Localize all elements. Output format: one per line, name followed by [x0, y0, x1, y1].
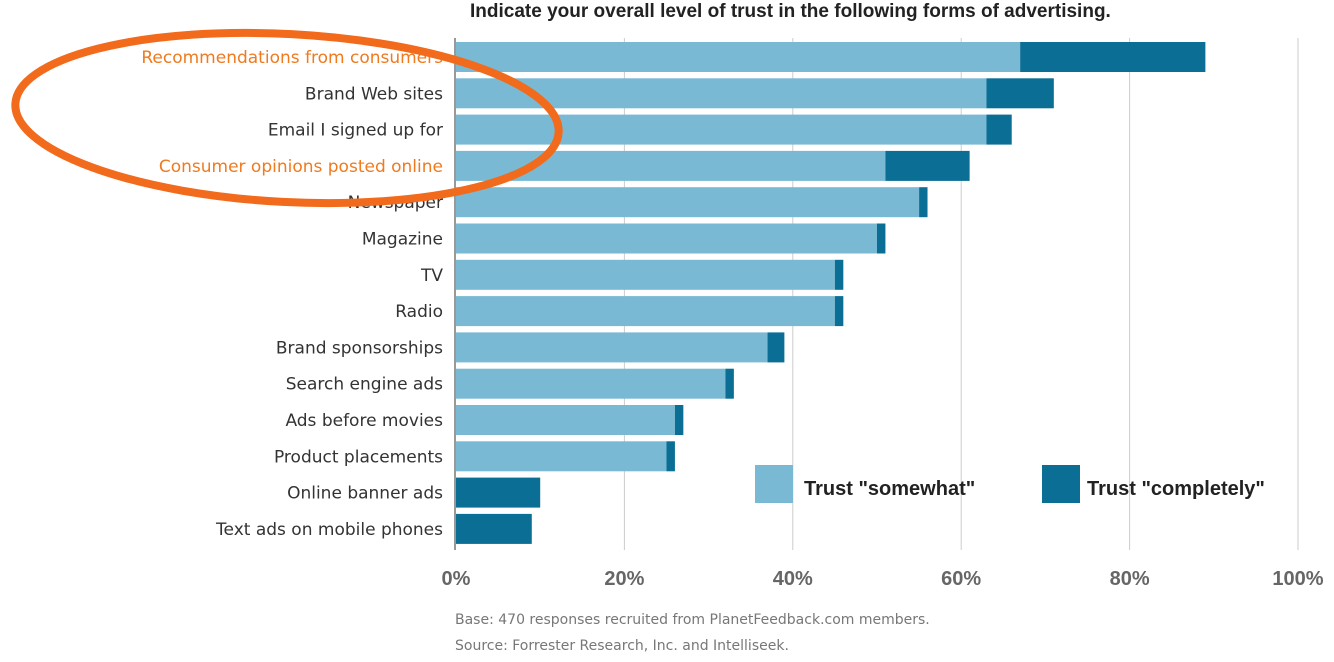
bar-completely: [834, 296, 844, 327]
x-tick-label: 40%: [773, 568, 813, 590]
category-label: Ads before movies: [285, 411, 443, 431]
x-tick-labels: 0% 20% 40% 60% 80% 100%: [442, 568, 1324, 590]
bar-completely: [877, 223, 886, 254]
bar-somewhat: [456, 296, 835, 327]
category-label: Text ads on mobile phones: [215, 520, 443, 540]
category-label: Magazine: [362, 230, 443, 250]
bar-completely: [1020, 42, 1206, 72]
category-label: Brand Web sites: [305, 84, 443, 104]
legend: Trust "somewhat" Trust "completely": [755, 465, 1265, 503]
bar-somewhat: [456, 332, 768, 363]
category-label: Recommendations from consumers: [141, 48, 443, 68]
bars: [456, 42, 1206, 544]
bar-completely: [919, 187, 928, 218]
bar-completely: [666, 441, 675, 472]
x-tick-label: 60%: [941, 568, 981, 590]
bar-somewhat: [456, 223, 877, 254]
category-label: TV: [420, 266, 443, 286]
bar-somewhat: [456, 259, 835, 290]
bar-completely: [674, 405, 684, 435]
bar-completely: [986, 78, 1054, 109]
bar-completely: [456, 513, 532, 544]
bar-somewhat: [456, 114, 987, 145]
bar-completely: [834, 259, 844, 290]
legend-swatch-completely: [1042, 465, 1080, 503]
bar-completely: [456, 477, 541, 508]
category-label: Product placements: [274, 447, 443, 467]
category-label: Consumer opinions posted online: [159, 157, 443, 177]
legend-label-completely: Trust "completely": [1087, 478, 1265, 500]
source-note: Source: Forrester Research, Inc. and Int…: [455, 638, 789, 654]
legend-label-somewhat: Trust "somewhat": [804, 478, 975, 500]
category-label: Radio: [395, 302, 443, 322]
chart-title: Indicate your overall level of trust in …: [470, 1, 1111, 22]
category-labels: Recommendations from consumers Brand Web …: [141, 48, 443, 540]
category-label: Brand sponsorships: [276, 338, 443, 358]
bar-somewhat: [456, 42, 1021, 72]
highlight-ellipse: [11, 28, 563, 208]
bar-completely: [725, 368, 734, 399]
legend-swatch-somewhat: [755, 465, 793, 503]
bar-somewhat: [456, 405, 675, 435]
bar-somewhat: [456, 441, 667, 472]
x-tick-label: 100%: [1272, 568, 1323, 590]
bar-completely: [986, 114, 1012, 145]
bar-somewhat: [456, 368, 726, 399]
bar-somewhat: [456, 187, 920, 218]
category-label: Search engine ads: [286, 375, 443, 395]
x-tick-label: 80%: [1110, 568, 1150, 590]
category-label: Online banner ads: [287, 484, 443, 504]
base-note: Base: 470 responses recruited from Plane…: [455, 612, 930, 628]
category-label: Email I signed up for: [268, 121, 443, 141]
bar-completely: [767, 332, 785, 363]
x-tick-label: 0%: [442, 568, 471, 590]
bar-completely: [885, 150, 970, 181]
x-tick-label: 20%: [604, 568, 644, 590]
